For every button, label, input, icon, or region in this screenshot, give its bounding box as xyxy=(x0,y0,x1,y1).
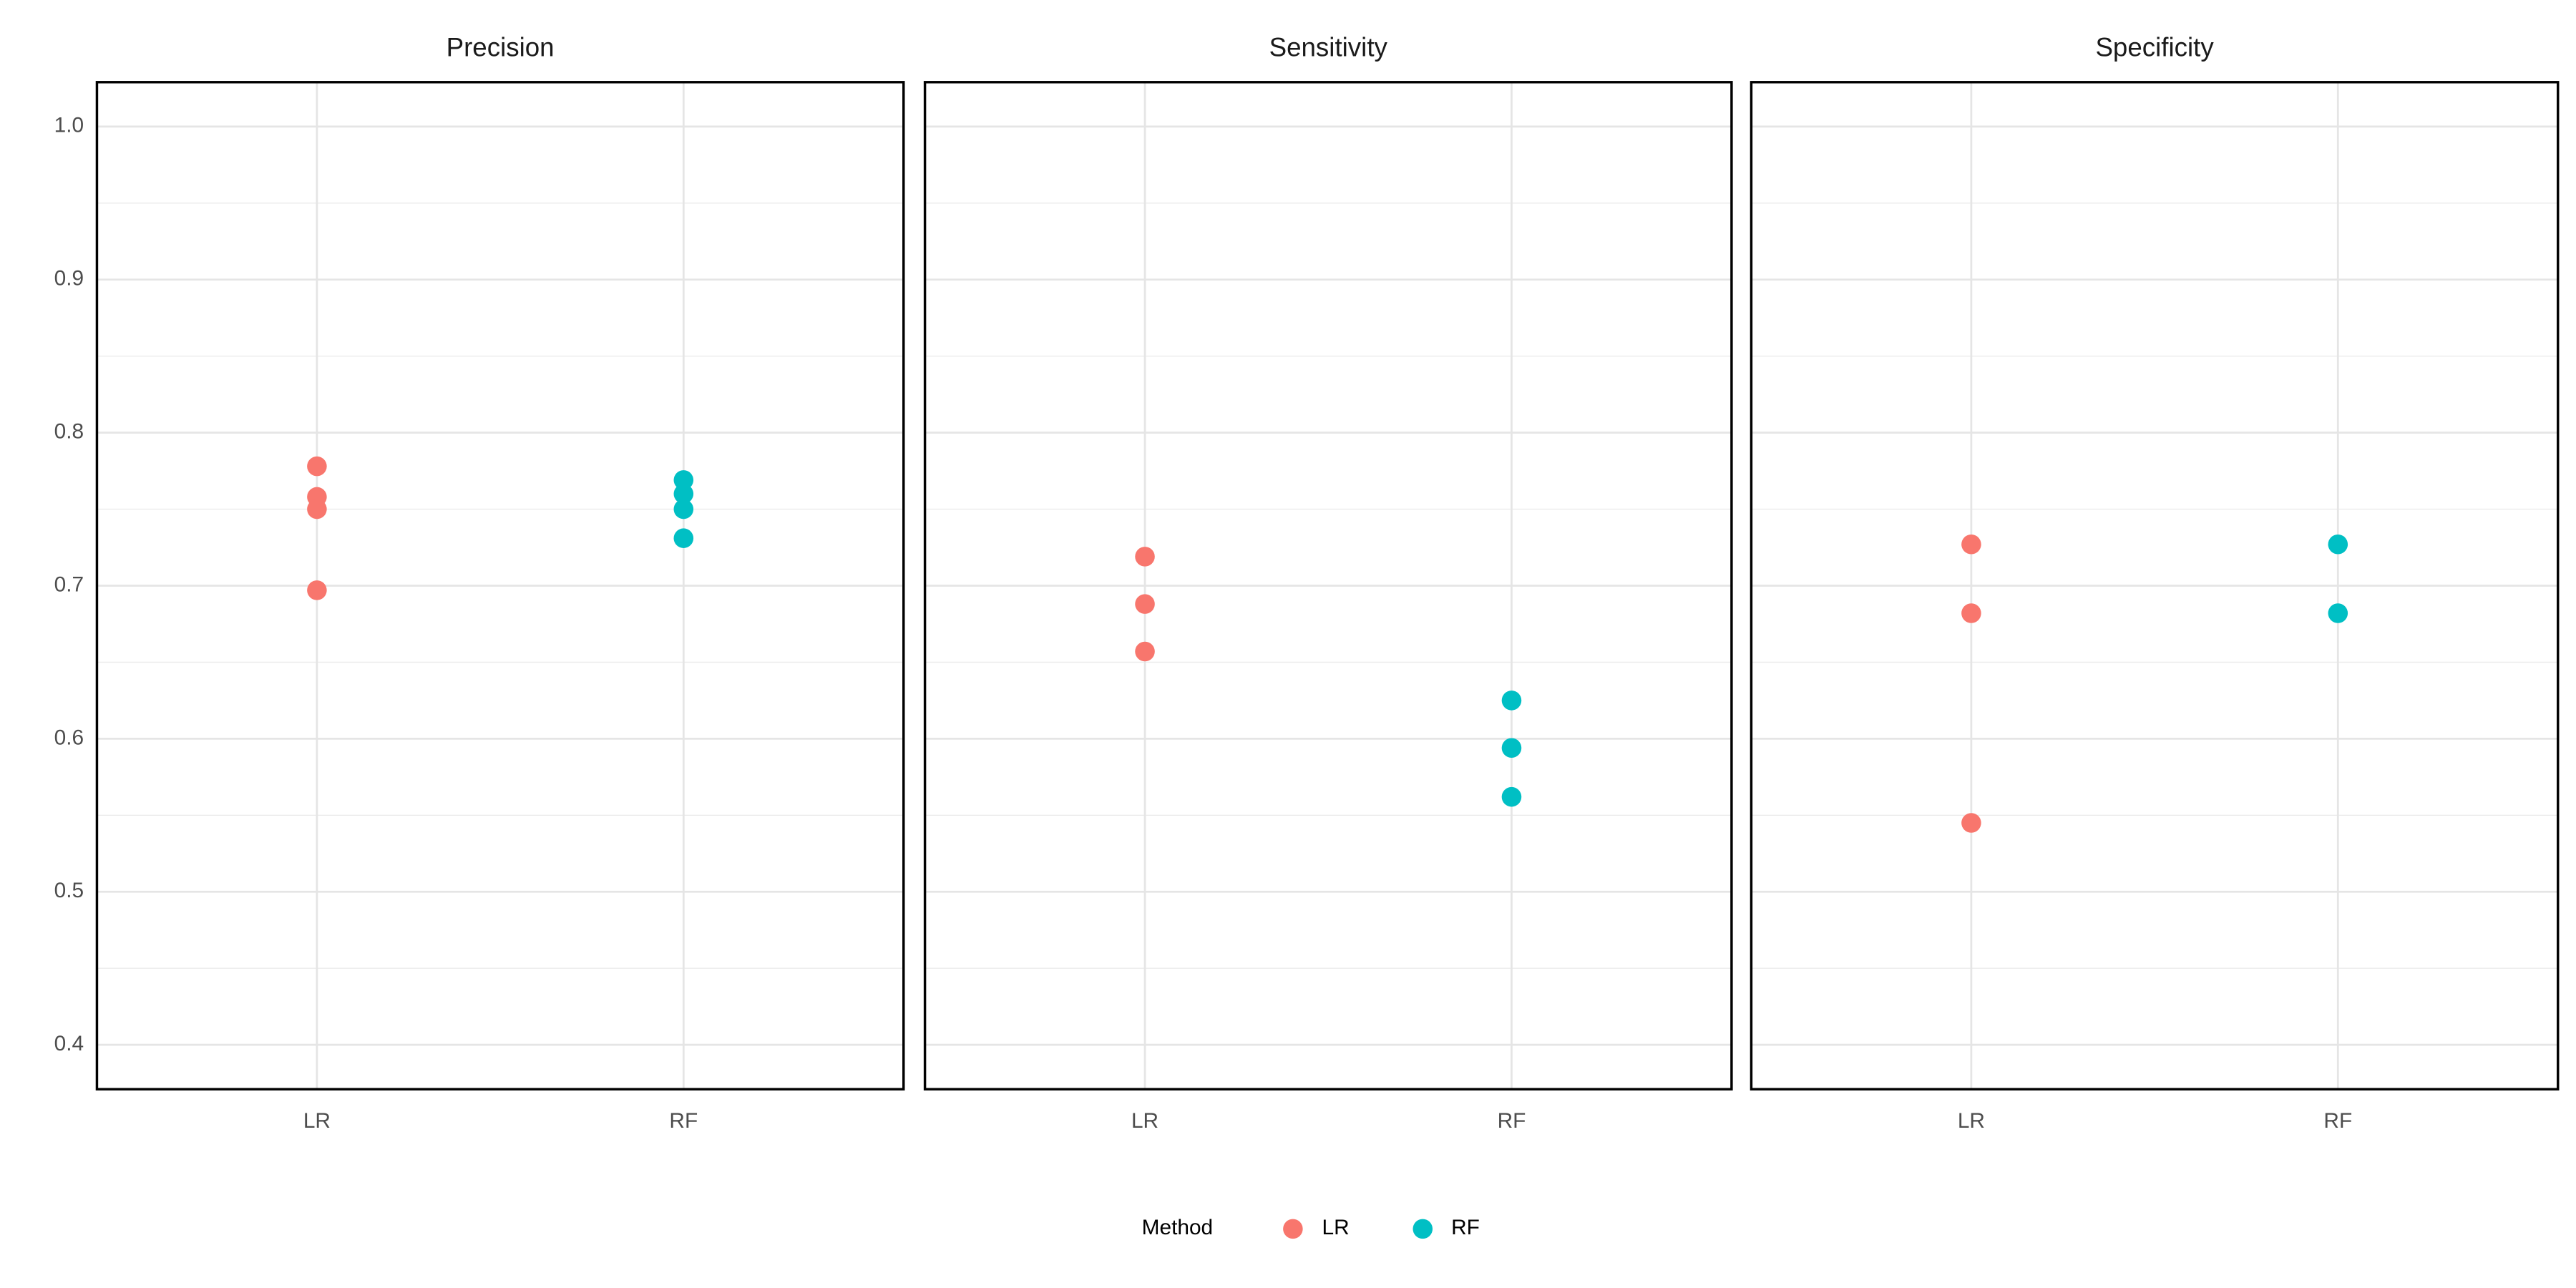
point xyxy=(673,470,694,490)
point xyxy=(673,528,694,548)
point xyxy=(1135,594,1155,614)
y-tick-label: 0.6 xyxy=(54,726,84,749)
y-tick-label: 0.9 xyxy=(54,267,84,291)
x-tick-label: RF xyxy=(2323,1109,2352,1133)
point xyxy=(307,580,327,600)
x-tick-label: LR xyxy=(1958,1109,1985,1133)
facet-title: Sensitivity xyxy=(1269,33,1388,62)
point xyxy=(2328,534,2348,555)
x-tick-label: RF xyxy=(1498,1109,1526,1133)
point xyxy=(1501,738,1522,758)
point xyxy=(673,499,694,519)
point xyxy=(673,484,694,504)
panel-border xyxy=(923,81,1733,1091)
y-tick-label: 0.7 xyxy=(54,572,84,596)
x-tick-label: LR xyxy=(1131,1109,1158,1133)
y-tick-label: 0.5 xyxy=(54,879,84,902)
x-tick-label: RF xyxy=(669,1109,698,1133)
legend-marker xyxy=(1283,1219,1303,1239)
x-tick-label: LR xyxy=(303,1109,331,1133)
point xyxy=(1501,691,1522,711)
point xyxy=(307,499,327,519)
point xyxy=(1961,603,1981,623)
panel-border xyxy=(95,81,905,1091)
facet-title: Specificity xyxy=(2095,33,2214,62)
point xyxy=(1501,786,1522,807)
legend-marker xyxy=(1413,1219,1433,1239)
y-tick-label: 0.4 xyxy=(54,1032,84,1055)
y-tick-label: 0.8 xyxy=(54,419,84,443)
y-tick-label: 1.0 xyxy=(54,114,84,137)
point xyxy=(1961,813,1981,833)
point xyxy=(1135,547,1155,567)
legend-title: Method xyxy=(1142,1216,1214,1239)
point xyxy=(2328,603,2348,623)
point xyxy=(1135,641,1155,662)
legend-label: LR xyxy=(1322,1216,1350,1239)
point xyxy=(307,456,327,477)
legend-label: RF xyxy=(1451,1216,1480,1239)
panel-border xyxy=(1750,81,2560,1091)
facet-title: Precision xyxy=(447,33,555,62)
point xyxy=(1961,534,1981,555)
